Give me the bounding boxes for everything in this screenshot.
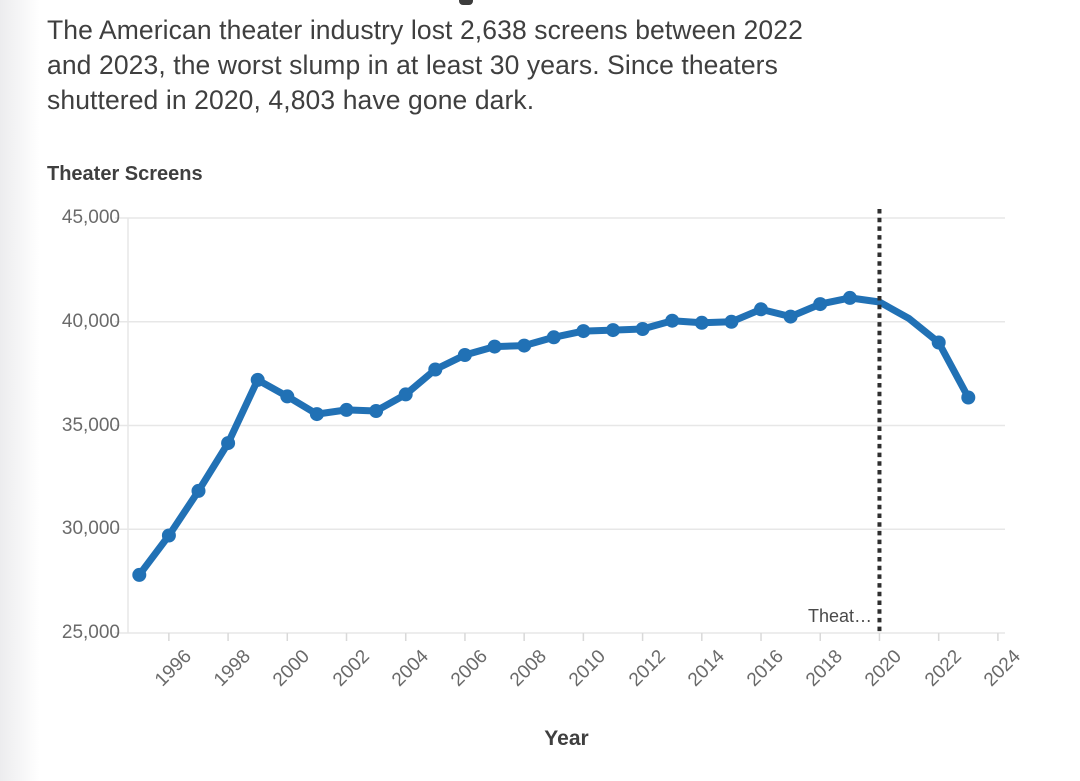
x-axis-title: Year bbox=[544, 727, 589, 750]
data-point-2001 bbox=[309, 407, 324, 422]
data-point-2023 bbox=[961, 390, 976, 405]
data-point-2018 bbox=[813, 297, 828, 312]
subtitle-line-3: shuttered in 2020, 4,803 have gone dark. bbox=[47, 85, 535, 115]
y-tick-label: 45,000 bbox=[61, 207, 120, 228]
y-tick-label: 35,000 bbox=[61, 414, 120, 436]
y-tick-label: 25,000 bbox=[61, 622, 120, 643]
data-point-1998 bbox=[221, 436, 236, 451]
data-point-1995 bbox=[132, 567, 147, 582]
y-tick-label: 40,000 bbox=[61, 310, 120, 332]
data-point-1999 bbox=[250, 372, 265, 387]
data-point-2009 bbox=[546, 330, 561, 345]
y-tick-label: 30,000 bbox=[61, 518, 120, 540]
data-point-2012 bbox=[635, 322, 650, 336]
data-point-2007 bbox=[487, 339, 502, 354]
data-point-2002 bbox=[339, 402, 354, 417]
data-point-2013 bbox=[665, 313, 680, 328]
data-point-2004 bbox=[398, 387, 413, 402]
data-point-2015 bbox=[724, 314, 739, 329]
data-point-2014 bbox=[694, 315, 709, 330]
data-point-2010 bbox=[576, 324, 591, 339]
data-point-2017 bbox=[783, 309, 798, 324]
data-point-2022 bbox=[931, 335, 946, 350]
chart-subtitle: The American theater industry lost 2,638… bbox=[47, 13, 1027, 118]
subtitle-line-1: The American theater industry lost 2,638… bbox=[47, 15, 803, 45]
data-point-1997 bbox=[191, 483, 206, 498]
data-point-2008 bbox=[517, 338, 532, 353]
subtitle-line-2: and 2023, the worst slump in at least 30… bbox=[47, 50, 778, 80]
data-point-1996 bbox=[161, 528, 176, 543]
data-point-2003 bbox=[369, 404, 384, 418]
chart-title: Theater Screens bbox=[47, 163, 203, 185]
data-point-2011 bbox=[606, 323, 620, 338]
page-edge-shadow bbox=[0, 0, 44, 781]
data-point-2019 bbox=[842, 290, 857, 305]
data-point-2005 bbox=[428, 362, 443, 377]
data-point-2000 bbox=[280, 389, 295, 404]
data-point-2016 bbox=[754, 302, 768, 317]
event-line-annotation: Theat… bbox=[807, 606, 872, 626]
data-point-2006 bbox=[457, 348, 472, 362]
truncated-headline-fragment bbox=[459, 0, 473, 5]
